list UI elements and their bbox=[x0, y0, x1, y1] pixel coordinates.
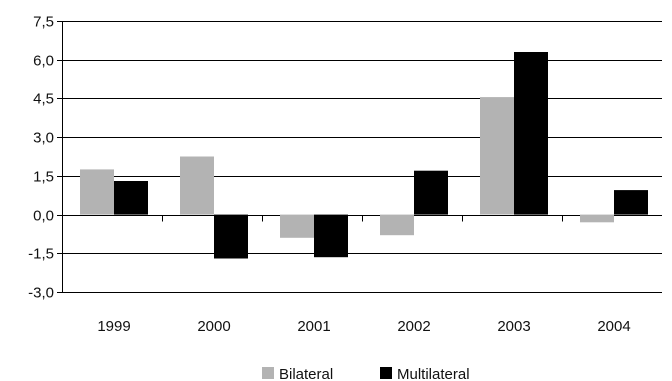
x-tick-labels: 1999 2000 2001 2002 2003 2004 bbox=[97, 318, 630, 335]
y-tick-label: 7,5 bbox=[33, 14, 54, 31]
bar-bilateral-2002 bbox=[380, 214, 414, 236]
x-tick-label: 2002 bbox=[397, 318, 430, 335]
x-tick-label: 2004 bbox=[597, 318, 630, 335]
x-tick-label: 2003 bbox=[497, 318, 530, 335]
bar-bilateral-2003 bbox=[480, 97, 514, 215]
bar-bilateral-1999 bbox=[80, 169, 114, 215]
axes bbox=[57, 21, 563, 293]
bar-bilateral-2004 bbox=[580, 214, 614, 223]
y-tick-label: 4,5 bbox=[33, 91, 54, 108]
bar-multilateral-1999 bbox=[114, 181, 148, 215]
y-tick-label: 3,0 bbox=[33, 130, 54, 147]
bar-multilateral-2003 bbox=[514, 52, 548, 215]
bar-bilateral-2001 bbox=[280, 214, 314, 238]
bars bbox=[80, 52, 648, 259]
x-tick-label: 1999 bbox=[97, 318, 130, 335]
bar-multilateral-2002 bbox=[414, 170, 448, 215]
bar-bilateral-2000 bbox=[180, 156, 214, 215]
y-tick-label: -3,0 bbox=[28, 285, 54, 302]
y-tick-label: -1,5 bbox=[28, 246, 54, 263]
legend-swatch-multilateral bbox=[380, 367, 392, 379]
legend-label-multilateral: Multilateral bbox=[397, 366, 470, 381]
gridlines bbox=[62, 21, 662, 293]
legend-swatch-bilateral bbox=[262, 367, 274, 379]
y-tick-labels: 7,5 6,0 4,5 3,0 1,5 0,0 -1,5 -3,0 bbox=[28, 14, 54, 302]
legend: Bilateral Multilateral bbox=[262, 366, 470, 381]
y-tick-label: 6,0 bbox=[33, 53, 54, 70]
x-tick-label: 2000 bbox=[197, 318, 230, 335]
x-tick-label: 2001 bbox=[297, 318, 330, 335]
legend-label-bilateral: Bilateral bbox=[279, 366, 333, 381]
y-tick-label: 0,0 bbox=[33, 208, 54, 225]
bar-multilateral-2004 bbox=[614, 190, 648, 215]
bar-multilateral-2000 bbox=[214, 214, 248, 259]
y-tick-label: 1,5 bbox=[33, 169, 54, 186]
bar-multilateral-2001 bbox=[314, 214, 348, 258]
